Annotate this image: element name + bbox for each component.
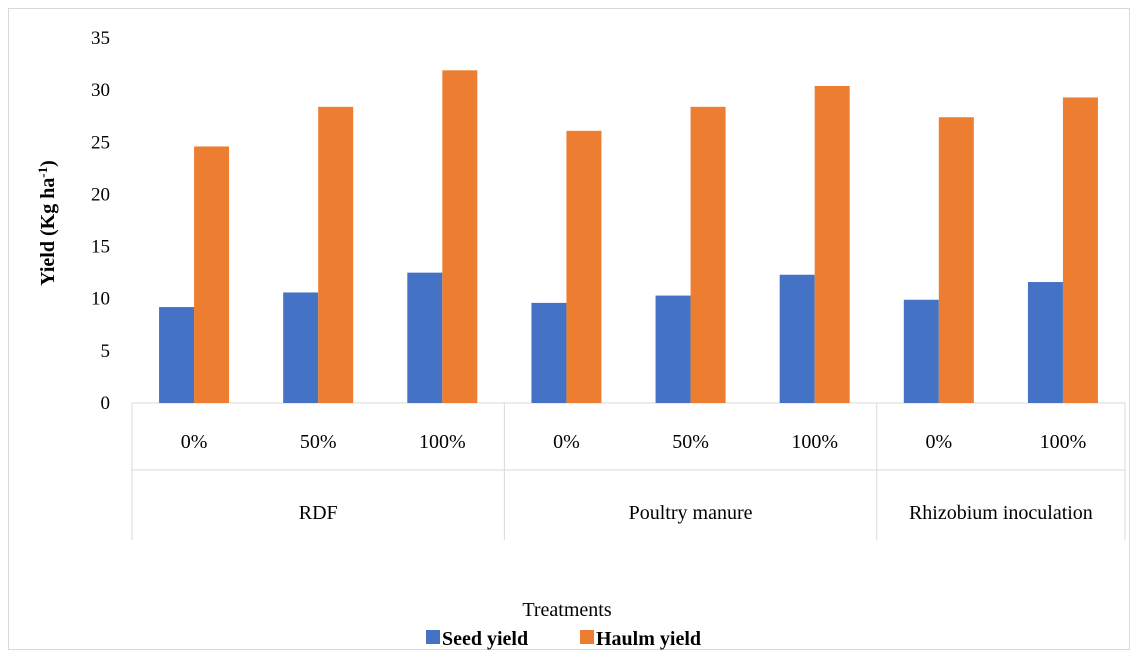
haulm-yield-bar (318, 106, 354, 403)
haulm-yield-bar (442, 70, 478, 403)
y-tick-label: 10 (91, 289, 110, 310)
haulm-yield-bar (566, 130, 602, 404)
x-category-label: 0% (925, 431, 952, 453)
x-axis-title: Treatments (522, 599, 611, 621)
bars (159, 70, 1098, 404)
legend: Seed yield Haulm yield (426, 628, 701, 650)
haulm-yield-bar (194, 146, 230, 403)
y-tick-label: 0 (101, 393, 111, 414)
x-category-label: 0% (553, 431, 580, 453)
seed-yield-bar (1027, 282, 1063, 403)
legend-label-haulm-yield: Haulm yield (596, 628, 701, 650)
x-category-label: 50% (672, 431, 709, 453)
seed-yield-bar (531, 302, 567, 403)
x-category-label: 50% (300, 431, 337, 453)
x-group-label: Poultry manure (629, 502, 753, 524)
legend-label-seed-yield: Seed yield (442, 628, 528, 650)
y-tick-label: 35 (91, 28, 110, 49)
x-axis-category-labels: 0% 50% 100% 0% 50% 100% 0% 100% (181, 431, 1087, 453)
y-axis-title: Yield (Kg ha-1) (35, 160, 59, 286)
y-tick-label: 5 (101, 341, 111, 362)
x-group-label: Rhizobium inoculation (909, 502, 1093, 524)
seed-yield-bar (903, 299, 939, 403)
haulm-yield-bar (1062, 97, 1098, 403)
x-category-label: 100% (791, 431, 838, 453)
y-tick-label: 30 (91, 80, 110, 101)
seed-yield-bar (283, 292, 319, 403)
y-tick-label: 20 (91, 184, 110, 205)
x-category-label: 100% (1040, 431, 1087, 453)
x-group-label: RDF (299, 502, 338, 524)
seed-yield-bar (407, 272, 443, 403)
haulm-yield-bar (814, 85, 850, 403)
legend-swatch-seed-yield (426, 630, 440, 644)
seed-yield-bar (779, 274, 815, 403)
haulm-yield-bar (690, 106, 726, 403)
legend-swatch-haulm-yield (580, 630, 594, 644)
seed-yield-bar (159, 307, 195, 403)
x-axis-group-labels: RDF Poultry manure Rhizobium inoculation (299, 502, 1093, 524)
y-tick-label: 25 (91, 132, 110, 153)
y-axis-ticks: 0 5 10 15 20 25 30 35 (91, 28, 110, 414)
haulm-yield-bar (938, 117, 974, 403)
x-category-label: 100% (419, 431, 466, 453)
x-category-label: 0% (181, 431, 208, 453)
seed-yield-bar (655, 295, 691, 403)
y-tick-label: 15 (91, 237, 110, 258)
